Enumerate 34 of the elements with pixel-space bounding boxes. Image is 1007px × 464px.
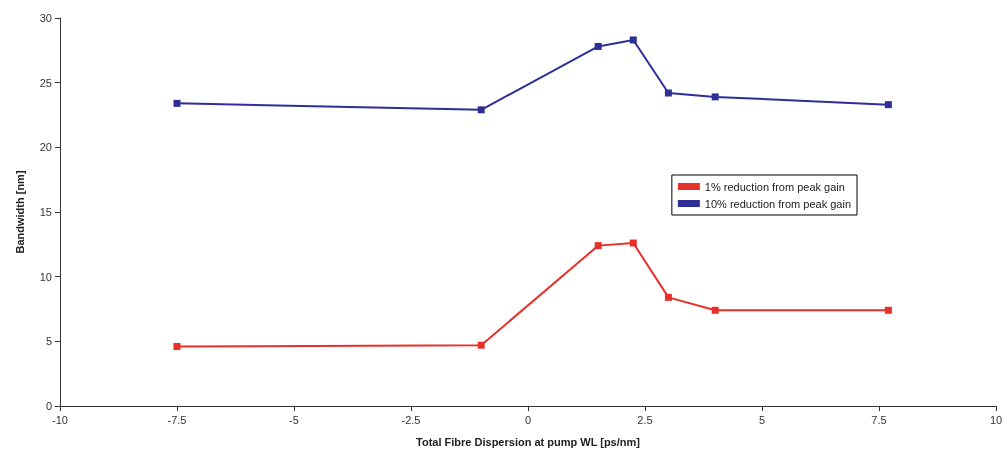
point [477, 106, 485, 114]
point [884, 101, 892, 109]
legend-label: 10% reduction from peak gain [704, 197, 852, 210]
point [629, 36, 637, 44]
y-tick-label: 20 [39, 141, 52, 154]
point [664, 293, 672, 301]
point [594, 242, 602, 250]
x-axis-title: Total Fibre Dispersion at pump WL [ps/nm] [416, 435, 641, 448]
y-tick-label: 10 [39, 270, 52, 283]
y-tick-label: 5 [45, 335, 52, 348]
x-tick-label: 5 [758, 413, 766, 426]
y-tick-label: 30 [39, 12, 52, 24]
point [711, 306, 719, 314]
point [884, 306, 892, 314]
y-tick-label: 25 [39, 76, 52, 89]
legend-label: 1% reduction from peak gain [704, 180, 845, 193]
x-tick-label: 0 [524, 413, 532, 426]
point [664, 89, 672, 97]
point [594, 42, 602, 50]
y-tick-label: 0 [45, 400, 52, 412]
x-tick-label: -10 [52, 413, 68, 426]
point [173, 343, 181, 351]
point [173, 99, 181, 107]
x-tick-label: -5 [289, 413, 299, 426]
point [477, 341, 485, 349]
y-axis-title: Bandwidth [nm] [13, 170, 26, 254]
point [711, 93, 719, 101]
x-tick-label: 2.5 [637, 413, 653, 426]
x-tick-label: 10 [989, 413, 1003, 426]
point [629, 239, 637, 247]
x-tick-label: 7.5 [871, 413, 887, 426]
y-tick-label: 15 [39, 206, 52, 218]
x-tick-label: -2.5 [401, 413, 421, 426]
x-tick-label: -7.5 [167, 413, 187, 426]
